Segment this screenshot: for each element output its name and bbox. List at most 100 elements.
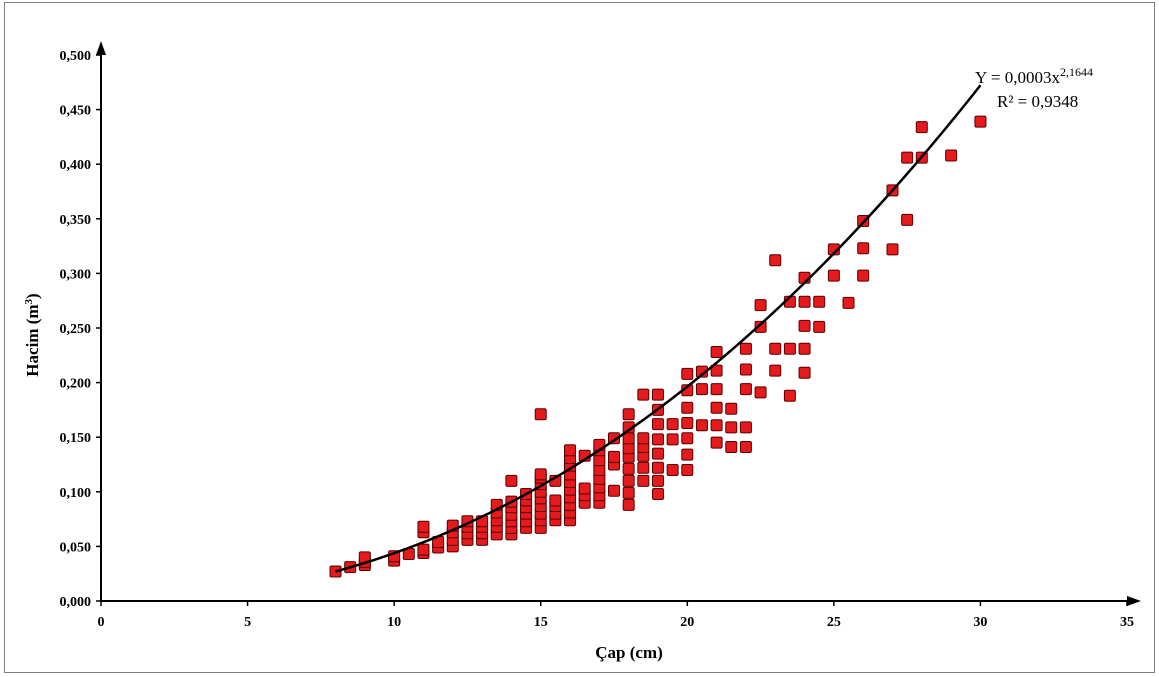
data-point [651,447,664,460]
axes [96,41,1141,606]
data-point [798,295,811,308]
data-point [578,482,591,495]
x-tick-label: 25 [827,615,841,630]
y-tick-label: 0,400 [60,158,92,173]
r-squared-label: R² = 0,9348 [997,92,1078,111]
data-point [842,296,855,309]
data-point [739,421,752,434]
data-point [710,436,723,449]
y-axis-title: Hacim (m3) [23,293,42,376]
data-point [857,242,870,255]
y-tick-labels: 0,000 0,050 0,100 0,150 0,200 0,250 0,300 0,350… [60,49,92,610]
data-point [769,364,782,377]
y-tick-label: 0,000 [60,595,92,610]
data-point [329,565,342,578]
y-tick-label: 0,300 [60,267,92,282]
data-point [798,342,811,355]
trendline-equation: Y = 0,0003x2,1644 [975,65,1093,87]
data-point [798,366,811,379]
data-point [417,520,430,533]
x-tick-labels: 0 5 10 15 20 25 30 35 [98,615,1135,630]
x-tick-label: 20 [680,615,694,630]
data-point [754,299,767,312]
data-point [681,463,694,476]
data-point [739,342,752,355]
data-point [725,421,738,434]
data-point [783,389,796,402]
data-point [681,448,694,461]
y-tick-label: 0,250 [60,322,92,337]
data-point [564,444,577,457]
data-point [813,295,826,308]
data-point [974,115,987,128]
data-point [695,383,708,396]
data-point [505,474,518,487]
data-point [813,320,826,333]
x-axis-title: Çap (cm) [595,643,663,662]
data-point [710,383,723,396]
data-point [651,418,664,431]
data-point [798,319,811,332]
data-point [637,432,650,445]
data-point [769,342,782,355]
data-point [622,462,635,475]
x-tick-label: 10 [387,615,401,630]
y-axis-arrow [96,41,106,55]
data-point [549,494,562,507]
data-point [739,383,752,396]
y-tick-label: 0,200 [60,377,92,392]
data-point [637,388,650,401]
data-point [945,149,958,162]
x-tick-label: 30 [973,615,987,630]
data-point [754,320,767,333]
data-point [901,151,914,164]
data-point [725,441,738,454]
y-tick-label: 0,150 [60,431,92,446]
y-tick-label: 0,350 [60,213,92,228]
y-tick-label: 0,450 [60,104,92,119]
scatter-chart: 0 5 10 15 20 25 30 35 0,000 0,050 0,100 0,150 0,200… [23,41,1141,662]
data-point [534,408,547,421]
data-point [637,461,650,474]
data-point [417,543,430,556]
data-point [857,269,870,282]
data-point [827,269,840,282]
x-tick-label: 0 [98,615,105,630]
data-point [783,342,796,355]
data-point [710,364,723,377]
data-point [651,433,664,446]
data-point [608,450,620,463]
data-point [622,498,635,511]
data-point [769,254,782,267]
data-point [622,408,635,421]
data-point [915,121,928,134]
data-point [637,474,650,487]
data-point [681,401,694,414]
data-points [329,115,987,578]
y-tick-label: 0,100 [60,486,92,501]
data-point [725,402,738,415]
data-point [666,418,679,431]
data-point [681,367,694,380]
data-point [681,417,694,430]
data-point [901,213,914,226]
data-point [754,386,767,399]
data-point [695,419,708,432]
x-tick-label: 5 [244,615,251,630]
data-point [651,461,664,474]
x-axis-arrow [1127,596,1141,606]
data-point [886,243,899,256]
data-point [666,463,679,476]
data-point [608,484,620,497]
data-point [622,486,635,499]
data-point [681,432,694,445]
x-tick-label: 15 [534,615,548,630]
data-point [651,487,664,500]
data-point [651,474,664,487]
x-tick-label: 35 [1120,615,1134,630]
y-tick-label: 0,500 [60,49,92,64]
data-point [666,433,679,446]
data-point [534,468,547,481]
chart-frame: 0 5 10 15 20 25 30 35 0,000 0,050 0,100 0,150 0,200… [4,2,1155,673]
data-point [710,401,723,414]
